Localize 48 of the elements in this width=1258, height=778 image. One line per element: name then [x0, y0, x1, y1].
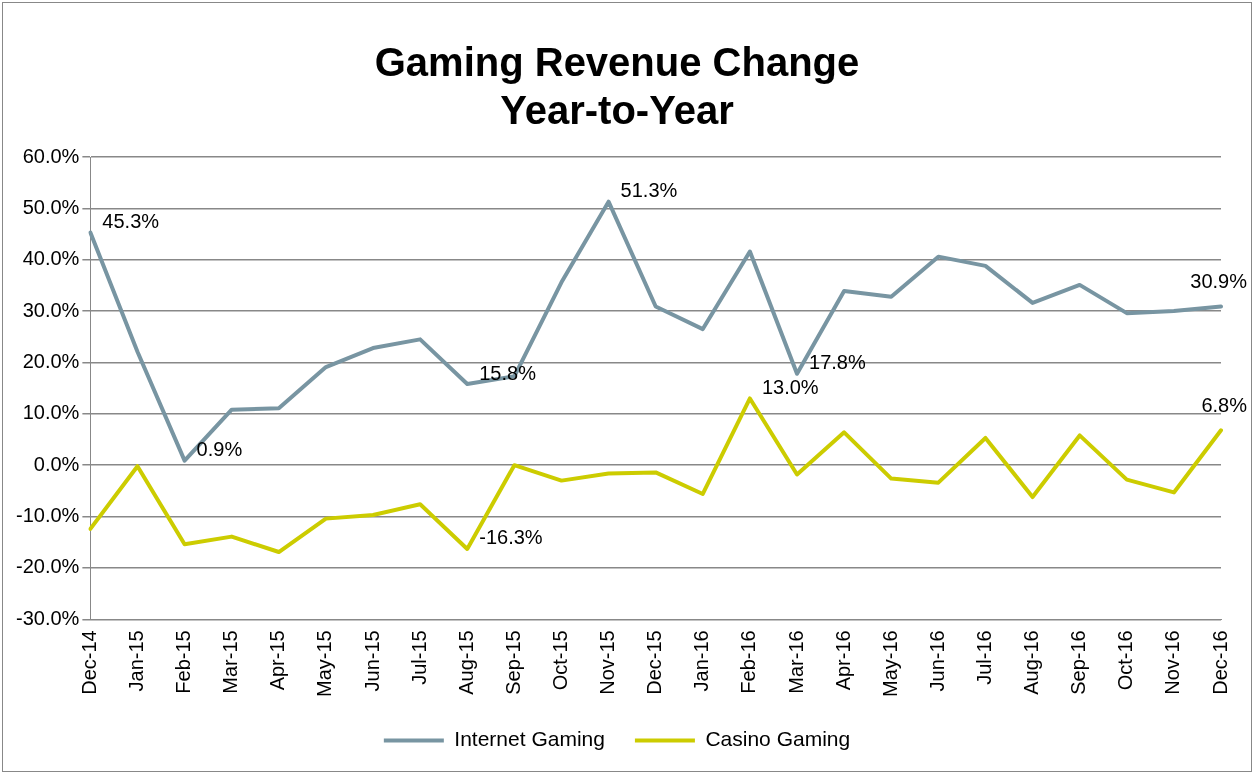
x-tick-label: May-16 [878, 630, 901, 698]
y-tick-label: 50.0% [22, 195, 80, 218]
data-label: 45.3% [102, 210, 160, 233]
y-tick-label: 10.0% [22, 401, 80, 424]
x-tick-label: May-15 [313, 630, 336, 698]
x-tick-label: Dec-16 [1208, 630, 1231, 695]
x-tick-label: Apr-16 [831, 630, 854, 691]
text: Year-to-Year [500, 88, 734, 133]
data-label: 30.9% [1190, 270, 1248, 292]
x-tick-label: Jun-15 [360, 630, 383, 692]
data-label: 13.0% [761, 375, 819, 398]
data-label: 51.3% [620, 179, 678, 202]
x-tick-label: Jan-15 [124, 630, 147, 692]
y-tick-label: 40.0% [22, 247, 80, 270]
y-tick-label: -30.0% [15, 606, 80, 629]
x-tick-label: Feb-16 [737, 630, 760, 694]
x-tick-label: Nov-16 [1161, 630, 1184, 695]
data-label: 17.8% [809, 351, 866, 374]
x-tick-label: Jun-16 [925, 630, 948, 692]
x-tick-label: Sep-15 [501, 630, 524, 695]
legend-label: Internet Gaming [454, 727, 605, 751]
x-tick-label: Dec-15 [643, 630, 666, 695]
x-tick-label: Nov-15 [596, 630, 619, 695]
x-tick-label: Sep-16 [1067, 630, 1090, 695]
x-tick-label: Apr-15 [266, 630, 289, 691]
data-label: 6.8% [1201, 393, 1248, 416]
data-label: -16.3% [479, 526, 543, 549]
x-tick-label: Mar-16 [784, 630, 807, 694]
legend-label: Casino Gaming [705, 727, 851, 751]
y-tick-label: 60.0% [22, 144, 80, 167]
x-tick-label: Dec-14 [77, 630, 100, 695]
x-tick-label: Feb-15 [172, 630, 195, 694]
y-tick-label: 0.0% [33, 452, 80, 475]
data-label: 0.9% [196, 438, 243, 461]
text: Gaming Revenue Change [374, 40, 860, 85]
data-label: 15.8% [479, 361, 537, 384]
x-tick-label: Aug-15 [454, 630, 477, 695]
y-tick-label: -20.0% [15, 555, 80, 578]
y-tick-label: -10.0% [15, 504, 80, 527]
x-tick-label: Aug-16 [1020, 630, 1043, 695]
y-tick-label: 20.0% [22, 349, 80, 372]
x-tick-label: Jul-15 [407, 630, 430, 685]
x-tick-label: Oct-15 [548, 630, 571, 691]
x-tick-label: Oct-16 [1114, 630, 1137, 691]
x-tick-label: Jul-16 [972, 630, 995, 685]
x-tick-label: Mar-15 [219, 630, 242, 694]
y-tick-label: 30.0% [22, 298, 80, 321]
x-tick-label: Jan-16 [690, 630, 713, 692]
